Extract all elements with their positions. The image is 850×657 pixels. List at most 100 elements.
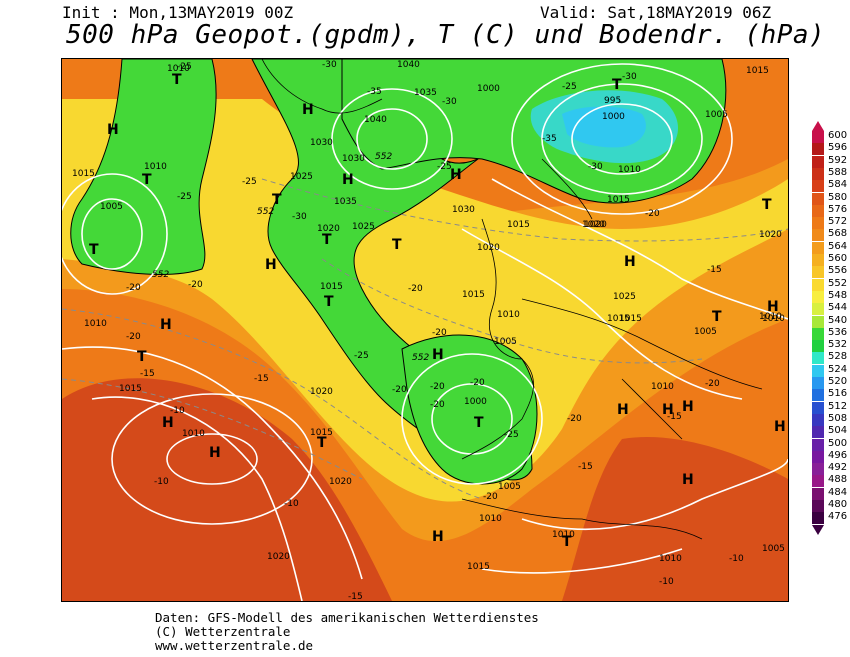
high-center-6: H <box>450 167 462 183</box>
temp-label-8: -30 <box>622 72 637 82</box>
legend-entry: 580 <box>812 191 850 205</box>
legend-top-arrow <box>812 121 824 131</box>
legend-label: 584 <box>828 179 848 191</box>
low-center-1: T <box>172 72 182 88</box>
legend-swatch <box>812 241 824 254</box>
temp-label-5: -30 <box>292 212 307 222</box>
pressure-label-8: 1015 <box>310 428 333 438</box>
high-center-16: H <box>162 415 174 431</box>
pressure-label-3: 1015 <box>72 169 95 179</box>
pressure-label-23: 1015 <box>462 290 485 300</box>
legend-swatch <box>812 155 824 168</box>
legend-swatch <box>812 413 824 426</box>
footer-website[interactable]: www.wetterzentrale.de <box>155 638 314 653</box>
pressure-label-31: 1025 <box>613 292 636 302</box>
pressure-label-45: 1015 <box>607 195 630 205</box>
temp-label-21: -10 <box>284 499 299 509</box>
legend-entry: 532 <box>812 339 850 353</box>
pressure-label-46: 1005 <box>762 544 785 554</box>
pressure-label-4: 1005 <box>100 202 123 212</box>
legend-entry: 564 <box>812 241 850 254</box>
high-center-12: H <box>432 347 444 363</box>
pressure-label-34: 1010 <box>759 312 782 322</box>
legend-swatch <box>812 389 824 402</box>
temp-label-9: -25 <box>562 82 577 92</box>
high-center-7: H <box>624 254 636 270</box>
legend-swatch <box>812 500 824 512</box>
temp-label-11: -35 <box>542 134 557 144</box>
temp-label-25: -20 <box>470 378 485 388</box>
legend-entry: 568 <box>812 228 850 242</box>
legend-swatch <box>812 352 824 365</box>
temp-label-13: -25 <box>177 62 192 72</box>
temp-label-6: -35 <box>367 87 382 97</box>
temp-label-14: -20 <box>126 283 141 293</box>
low-centers: T T T T T T T T T T T T T T <box>89 72 772 550</box>
legend-swatch <box>812 463 824 476</box>
legend-entry: 572 <box>812 216 850 230</box>
temp-label-24: -20 <box>432 328 447 338</box>
pressure-label-28: 1010 <box>479 514 502 524</box>
green-cutoff-south <box>401 334 538 485</box>
legend-swatch <box>812 266 824 279</box>
geopot-label-3: 552 <box>412 353 429 363</box>
low-center-5: T <box>322 232 332 248</box>
pressure-label-2: 1010 <box>144 162 167 172</box>
legend-label: 520 <box>828 376 848 387</box>
pressure-label-42: 1005 <box>694 327 717 337</box>
pressure-label-38: 1010 <box>651 382 674 392</box>
legend-entry: 540 <box>812 315 850 328</box>
legend-label: 588 <box>828 166 848 178</box>
pressure-label-33: 1020 <box>759 230 782 240</box>
pressure-label-24: 1010 <box>497 310 520 320</box>
temperature-isotherms <box>62 178 788 500</box>
pressure-label-26: 1000 <box>464 397 487 407</box>
legend-entry: 592 <box>812 155 850 168</box>
temp-label-17: -15 <box>140 369 155 379</box>
temp-label-29: -20 <box>430 400 445 410</box>
legend-entry: 520 <box>812 376 850 389</box>
temp-label-3: -25 <box>354 351 369 361</box>
legend-entry: 600 <box>812 130 850 143</box>
legend-bottom-arrow <box>812 524 824 535</box>
pressure-label-17: 1030 <box>452 205 475 215</box>
pressure-label-21: 1020 <box>477 243 500 253</box>
legend-label: 508 <box>828 412 848 424</box>
pressure-label-5: 1015 <box>119 384 142 394</box>
low-center-9: T <box>612 77 622 93</box>
temp-label-31: -15 <box>707 265 722 275</box>
legend-label: 580 <box>828 191 848 203</box>
legend-swatch <box>812 217 824 230</box>
temp-label-35: -15 <box>667 412 682 422</box>
legend-label: 532 <box>828 339 848 351</box>
temp-label-19: -10 <box>170 406 185 416</box>
low-center-13: T <box>762 197 772 213</box>
legend-swatch <box>812 475 824 488</box>
legend-entry: 484 <box>812 487 850 500</box>
pressure-label-41: 1000 <box>477 84 500 94</box>
legend-entry: 556 <box>812 265 850 279</box>
pressure-label-49: 1010 <box>762 314 785 324</box>
legend-swatch <box>812 290 824 303</box>
legend-label: 512 <box>828 400 848 412</box>
temp-label-27: -20 <box>430 382 445 392</box>
pressure-label-14: 1040 <box>397 60 420 70</box>
high-center-15: H <box>774 419 786 435</box>
warm-zone-sw <box>62 378 392 601</box>
legend-entry: 480 <box>812 499 850 512</box>
pressure-label-48: 1010 <box>552 530 575 540</box>
low-center-12: T <box>712 309 722 325</box>
high-center-9: H <box>682 472 694 488</box>
legend-entry: 560 <box>812 253 850 266</box>
high-center-10: H <box>432 529 444 545</box>
legend-label: 516 <box>828 388 848 400</box>
legend-label: 496 <box>828 449 848 461</box>
temp-label-16: -20 <box>126 332 141 342</box>
legend-entry: 524 <box>812 364 850 377</box>
legend-entry: 536 <box>812 327 850 340</box>
low-center-7: T <box>324 294 334 310</box>
legend-entry: 492 <box>812 462 850 476</box>
pressure-label-10: 1020 <box>267 552 290 562</box>
pressure-label-7: 1010 <box>182 429 205 439</box>
legend-swatch <box>812 450 824 463</box>
